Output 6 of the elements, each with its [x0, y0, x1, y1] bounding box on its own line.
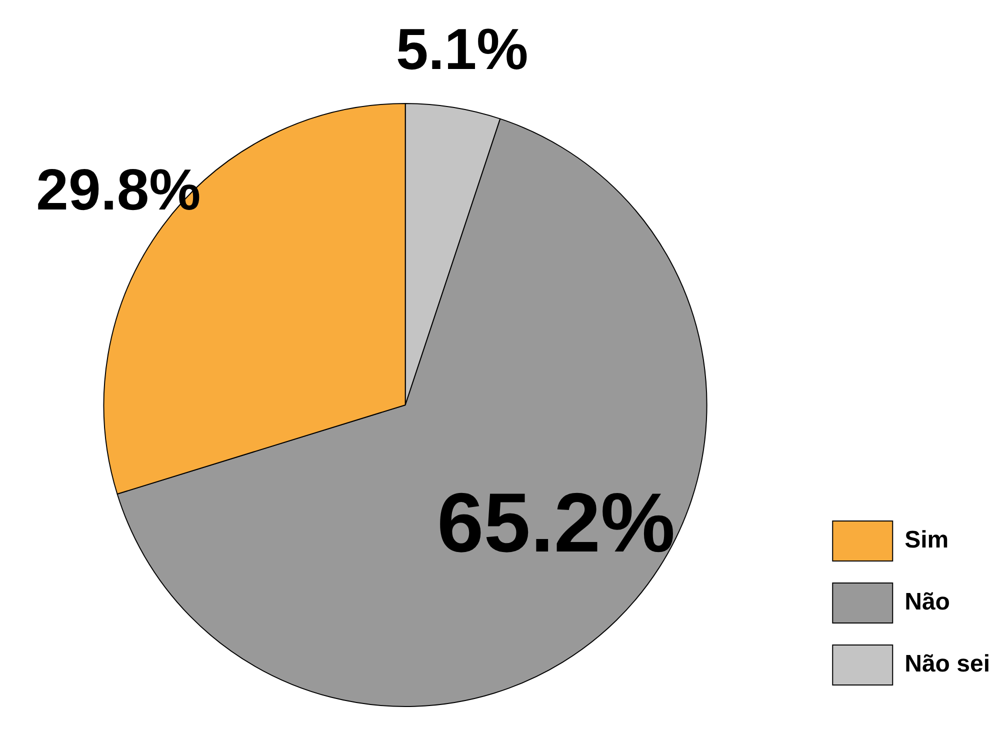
data-label: 5.1%	[396, 17, 528, 82]
data-label: 65.2%	[437, 476, 676, 570]
legend-label: Sim	[904, 526, 949, 554]
data-label: 29.8%	[36, 157, 201, 222]
legend-label: Não sei	[904, 650, 990, 678]
legend-label: Não	[904, 588, 950, 616]
